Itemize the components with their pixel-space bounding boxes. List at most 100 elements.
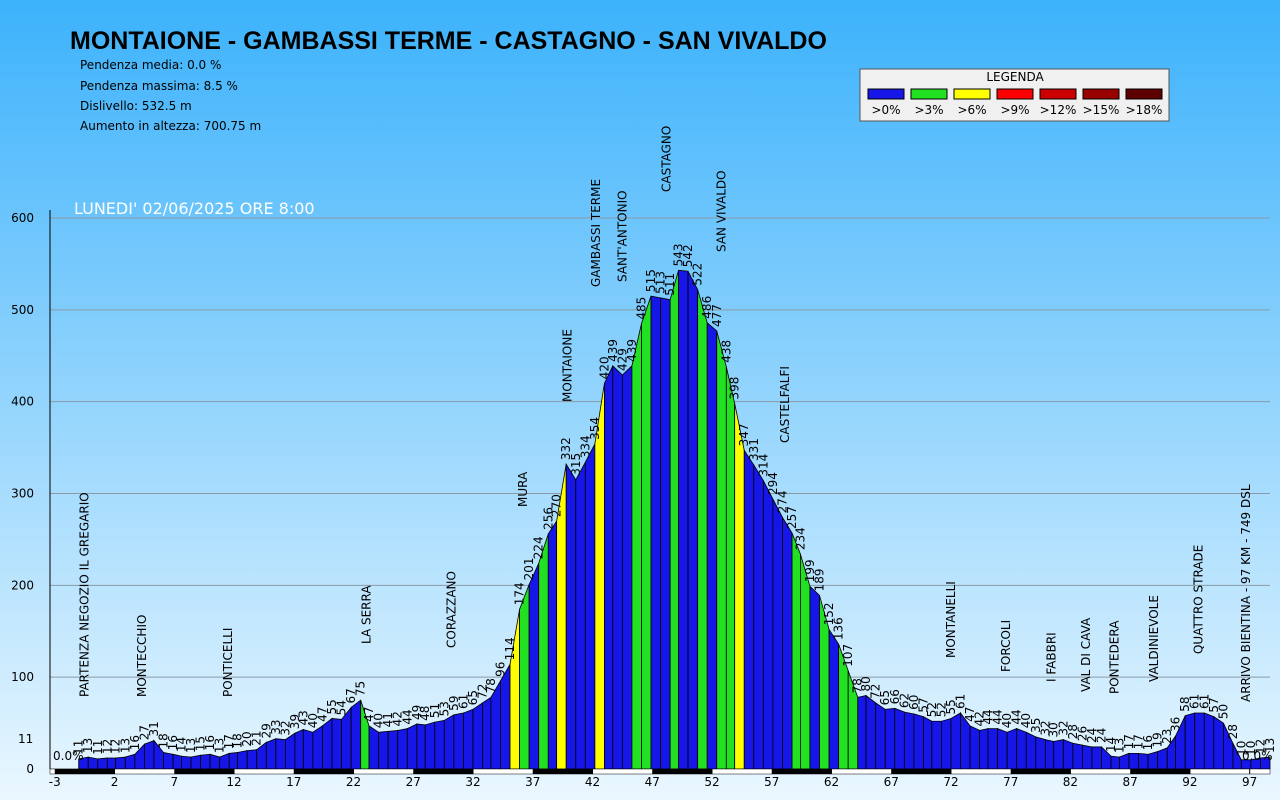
value-label: 13 — [1112, 738, 1126, 753]
value-label: 75 — [354, 681, 368, 696]
value-label: 28 — [1226, 724, 1240, 739]
profile-segment — [987, 728, 998, 770]
value-label: 522 — [691, 263, 705, 286]
legend-swatch — [1039, 88, 1077, 100]
value-label: 439 — [625, 339, 639, 362]
value-label: 13 — [81, 738, 95, 753]
profile-segment — [1157, 747, 1168, 770]
stat: Pendenza media: 0.0 % — [80, 58, 221, 72]
profile-segment — [294, 728, 304, 770]
legend-label: >15% — [1083, 103, 1120, 117]
profile-segment — [594, 383, 605, 770]
x-tick-label: 47 — [645, 775, 660, 789]
profile-segment — [1213, 715, 1224, 770]
value-label: 16 — [1141, 735, 1155, 750]
profile-segment — [1062, 739, 1074, 770]
y-tick-label: 600 — [11, 211, 34, 225]
value-label: 23 — [1160, 729, 1174, 744]
value-label: 36 — [1169, 717, 1183, 732]
profile-segment — [106, 757, 117, 770]
profile-segment — [1110, 755, 1120, 770]
value-label: 66 — [888, 689, 902, 704]
value-label: 96 — [493, 662, 507, 677]
value-label: 48 — [418, 706, 432, 721]
value-label: 61 — [1188, 694, 1202, 709]
profile-segment — [1006, 728, 1018, 770]
profile-segment — [791, 532, 801, 770]
value-label: 61 — [954, 694, 968, 709]
value-label: 477 — [710, 304, 724, 327]
value-label: 13 — [118, 738, 132, 753]
value-label: 29 — [259, 723, 273, 738]
profile-segment — [368, 725, 379, 770]
profile-segment — [575, 462, 586, 770]
value-label: 257 — [785, 506, 799, 529]
profile-segment — [265, 738, 277, 770]
x-tick-label: 12 — [226, 775, 241, 789]
profile-segment — [547, 519, 558, 770]
legend-title: LEGENDA — [986, 70, 1044, 84]
profile-segment — [322, 717, 333, 770]
value-label: 174 — [513, 582, 527, 605]
profile-segment — [969, 725, 981, 770]
value-label: 270 — [550, 494, 564, 517]
value-label: 16 — [166, 735, 180, 750]
value-label: 224 — [532, 536, 546, 559]
x-band-seg — [174, 769, 235, 774]
value-label: 32 — [278, 720, 292, 735]
profile-segment — [923, 715, 933, 770]
value-label: 47 — [315, 707, 329, 722]
profile-segment — [612, 364, 623, 770]
profile-segment — [782, 515, 793, 770]
value-label: 40 — [1000, 713, 1014, 728]
value-label: 24 — [1095, 728, 1109, 743]
value-label: 15 — [194, 736, 208, 751]
value-label: 24 — [1085, 728, 1099, 743]
profile-segment — [697, 289, 708, 770]
value-label: 58 — [1178, 696, 1192, 711]
profile-segment — [312, 725, 323, 770]
value-label: 294 — [766, 472, 780, 495]
value-label: 17 — [1122, 734, 1136, 749]
profile-segment — [762, 480, 774, 770]
profile-segment — [406, 723, 418, 770]
value-label: 26 — [1075, 726, 1089, 741]
value-label: 50 — [1216, 704, 1230, 719]
value-label: 62 — [897, 693, 911, 708]
value-label: 152 — [822, 603, 836, 626]
value-label: 67 — [344, 688, 358, 703]
profile-segment — [734, 403, 745, 770]
value-label: 61 — [456, 694, 470, 709]
value-label: 47 — [963, 707, 977, 722]
value-label: 256 — [541, 507, 555, 530]
profile-segment — [753, 463, 764, 770]
profile-segment — [604, 365, 614, 770]
legend-swatch — [1082, 88, 1120, 100]
value-label: 486 — [700, 296, 714, 319]
value-label: 72 — [476, 684, 490, 699]
start-slope: 0.0% — [53, 749, 84, 763]
place-label: SAN VIVALDO — [715, 170, 729, 252]
profile-segment — [443, 714, 455, 770]
x-band-seg — [293, 769, 354, 774]
value-label: 201 — [522, 558, 536, 581]
value-label: 40 — [1019, 713, 1033, 728]
value-label: 274 — [775, 490, 789, 513]
profile-segment — [979, 728, 989, 770]
x-band-seg — [891, 769, 951, 774]
value-label: 33 — [269, 719, 283, 734]
value-label: 80 — [859, 676, 873, 691]
place-label: PONTICELLI — [221, 628, 235, 697]
value-label: 57 — [916, 697, 930, 712]
x-band-seg — [771, 769, 832, 774]
value-label: 513 — [654, 271, 668, 294]
value-label: 10 — [1234, 741, 1248, 756]
profile-segment — [809, 585, 820, 770]
value-label: 49 — [410, 705, 424, 720]
profile-segment — [1016, 728, 1027, 770]
value-label: 42 — [973, 711, 987, 726]
profile-segment — [894, 707, 905, 770]
profile-segment — [200, 753, 211, 770]
profile-segment — [1203, 712, 1215, 770]
value-label: 439 — [606, 339, 620, 362]
